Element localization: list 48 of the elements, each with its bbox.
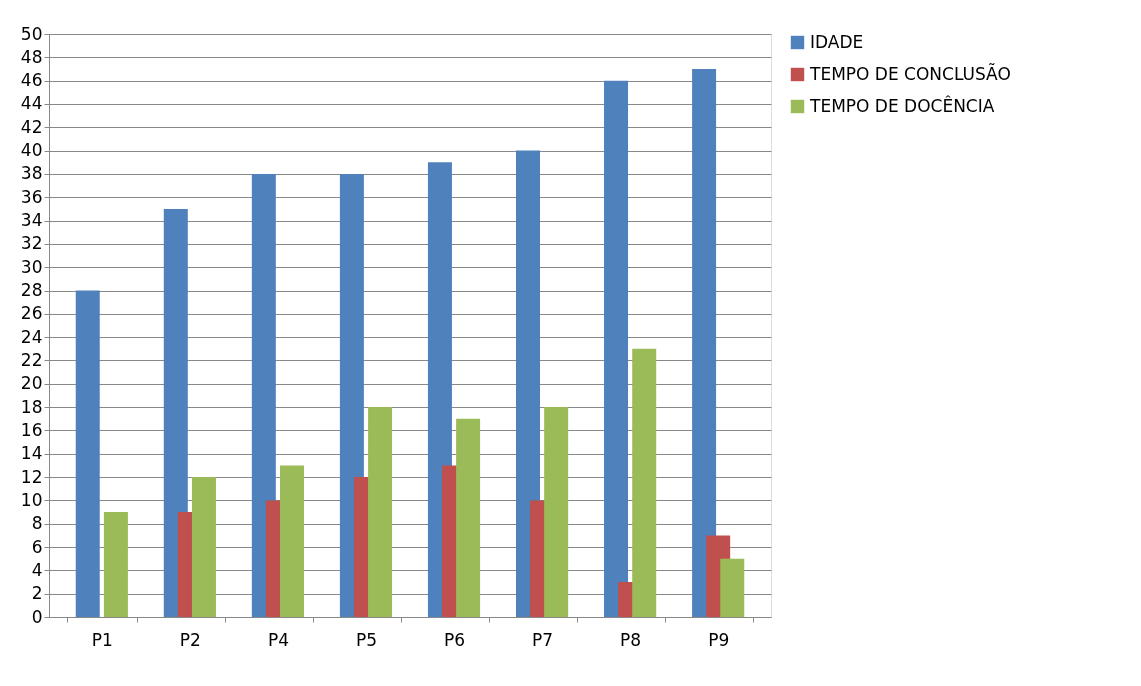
y-tick-label: 8 (31, 513, 43, 534)
y-tick-label: 16 (20, 419, 43, 440)
y-tick-label: 20 (20, 373, 43, 394)
bar (720, 558, 745, 617)
y-tick-label: 2 (31, 583, 43, 604)
x-tick-label: P6 (443, 629, 466, 650)
y-tick-label: 10 (20, 489, 43, 510)
bar (544, 407, 569, 617)
bar (75, 290, 100, 617)
y-tick-label: 38 (20, 163, 43, 184)
bar (103, 512, 128, 617)
legend-label: IDADE (810, 31, 864, 52)
y-tick-label: 32 (20, 233, 43, 254)
bar (191, 477, 216, 617)
y-tick-label: 28 (20, 280, 43, 301)
y-tick-label: 12 (20, 466, 43, 487)
x-tick-label: P5 (355, 629, 378, 650)
x-tick-label: P4 (267, 629, 289, 650)
y-tick-label: 22 (20, 349, 43, 370)
y-tick-label: 26 (20, 303, 43, 324)
y-tick-label: 48 (20, 46, 43, 67)
y-tick-label: 36 (20, 186, 43, 207)
bar (456, 418, 481, 617)
legend-label: TEMPO DE CONCLUSÃO (809, 62, 1011, 84)
x-tick-label: P1 (91, 629, 113, 650)
y-tick-label: 44 (20, 93, 43, 114)
x-tick-label: P8 (620, 629, 642, 650)
y-tick-label: 24 (20, 326, 43, 347)
y-tick-label: 40 (20, 140, 43, 161)
y-tick-label: 4 (31, 559, 43, 580)
legend-label: TEMPO DE DOCÊNCIA (809, 94, 995, 116)
bar (604, 80, 629, 617)
x-tick-label: P2 (179, 629, 201, 650)
y-tick-label: 6 (31, 536, 43, 557)
y-tick-label: 0 (31, 606, 43, 627)
y-tick-label: 30 (20, 256, 43, 277)
bar (692, 68, 717, 617)
bar (632, 348, 657, 617)
bar (368, 407, 393, 617)
x-tick-label: P9 (708, 629, 730, 650)
bar (280, 465, 305, 617)
y-tick-label: 14 (20, 443, 43, 464)
y-tick-label: 50 (20, 23, 43, 44)
y-tick-label: 46 (20, 70, 43, 91)
y-tick-label: 18 (20, 396, 43, 417)
x-tick-label: P7 (532, 629, 554, 650)
y-tick-label: 42 (20, 116, 43, 137)
y-tick-label: 34 (20, 210, 43, 231)
